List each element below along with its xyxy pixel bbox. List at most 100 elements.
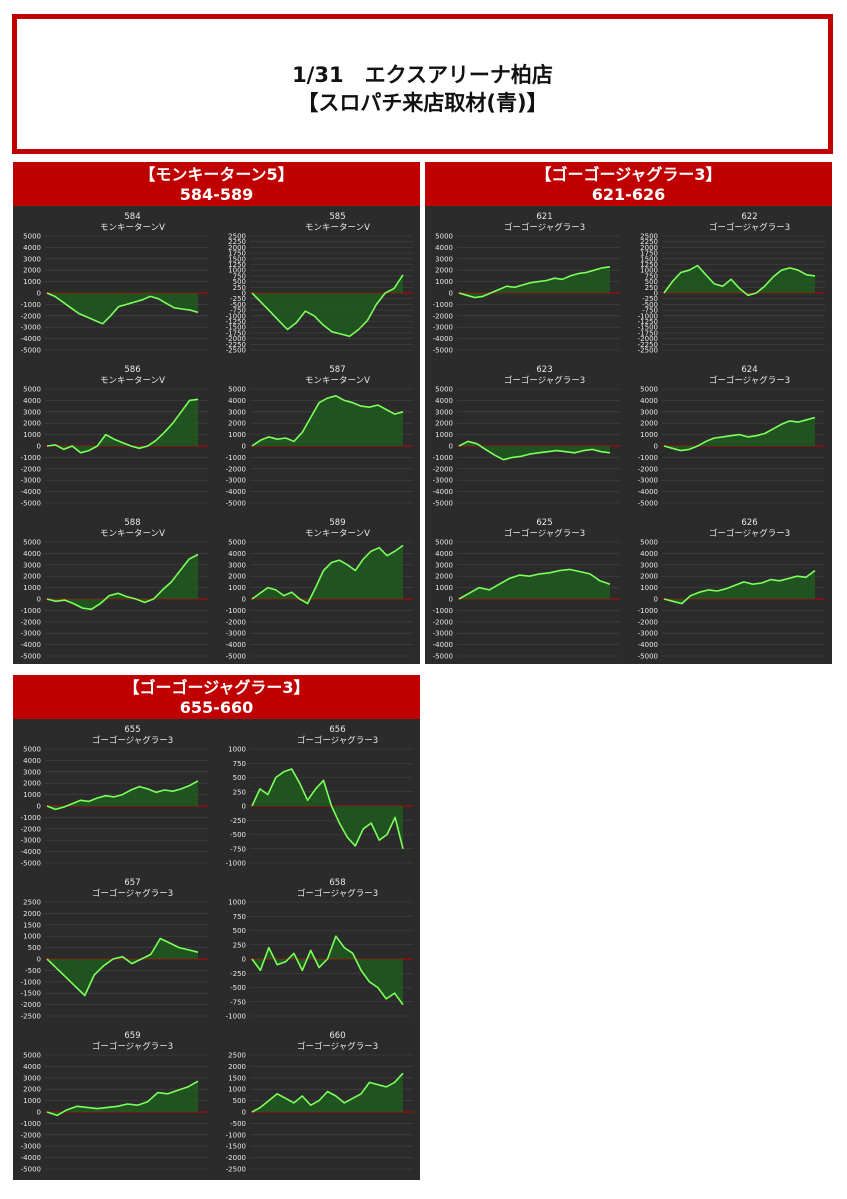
y-tick-label: 1000: [228, 267, 246, 275]
y-tick-label: 1000: [640, 584, 658, 592]
y-tick-label: 3000: [23, 1074, 41, 1082]
y-tick-label: -4000: [21, 488, 41, 496]
y-tick-label: -2000: [21, 618, 41, 626]
y-tick-label: -2000: [21, 1001, 41, 1009]
area-fill: [664, 570, 815, 604]
mini-chart-585: 585モンキーターンV-2500-2250-2000-1750-1500-125…: [226, 212, 413, 355]
area-fill: [664, 417, 815, 451]
y-tick-label: -5000: [226, 500, 246, 508]
y-tick-label: -500: [25, 967, 41, 975]
y-tick-label: 1750: [228, 250, 246, 258]
chart-title: 589: [329, 518, 345, 528]
charts-area: 655ゴーゴージャグラー3-5000-4000-3000-2000-100001…: [21, 725, 413, 1174]
chart-subtitle: モンキーターンV: [100, 529, 165, 539]
y-tick-label: 0: [37, 1109, 41, 1117]
y-tick-label: 0: [37, 290, 41, 298]
series-line: [458, 266, 611, 299]
y-tick-label: -4000: [21, 1154, 41, 1162]
y-tick-label: -1000: [226, 607, 246, 615]
y-tick-label: -1000: [226, 454, 246, 462]
y-tick-label: -2000: [638, 618, 658, 626]
y-tick-label: -2250: [638, 341, 658, 349]
y-tick-label: 1500: [640, 255, 658, 263]
y-tick-label: 1000: [23, 584, 41, 592]
series-line: [251, 544, 404, 605]
y-tick-label: -2000: [638, 465, 658, 473]
series-line: [46, 1080, 199, 1117]
y-tick-label: 5000: [23, 539, 41, 547]
y-tick-label: 1500: [23, 921, 41, 929]
y-tick-label: 2000: [228, 1063, 246, 1071]
area-fill: [252, 769, 403, 849]
y-tick-label: 2000: [23, 1086, 41, 1094]
y-tick-label: -5000: [21, 500, 41, 508]
page-title: 1/31 エクスアリーナ柏店: [292, 63, 553, 87]
y-tick-label: 4000: [23, 244, 41, 252]
series-line: [663, 569, 816, 605]
chart-title: 660: [329, 1031, 345, 1041]
chart-subtitle: モンキーターンV: [305, 223, 370, 233]
y-tick-label: 2000: [23, 420, 41, 428]
y-tick-label: -2500: [226, 1166, 246, 1174]
y-tick-label: -250: [230, 295, 246, 303]
y-tick-label: 1000: [23, 1097, 41, 1105]
y-tick-label: -3000: [21, 477, 41, 485]
y-tick-label: -2000: [21, 465, 41, 473]
y-tick-label: -5000: [21, 653, 41, 661]
y-tick-label: 1000: [23, 278, 41, 286]
y-tick-label: 5000: [23, 233, 41, 241]
chart-title: 621: [536, 212, 552, 222]
y-tick-label: -1000: [21, 978, 41, 986]
y-tick-label: -1250: [226, 318, 246, 326]
mini-chart-622: 622ゴーゴージャグラー3-2500-2250-2000-1750-1500-1…: [638, 212, 825, 355]
chart-subtitle: ゴーゴージャグラー3: [297, 735, 378, 746]
y-tick-label: 4000: [23, 1063, 41, 1071]
y-tick-label: -5000: [433, 347, 453, 355]
y-tick-label: 1000: [23, 791, 41, 799]
y-tick-label: -750: [230, 998, 246, 1006]
y-tick-label: 500: [28, 944, 41, 952]
y-tick-label: -3000: [433, 477, 453, 485]
chart-title: 657: [124, 878, 140, 888]
y-tick-label: 0: [654, 596, 658, 604]
charts-area: 621ゴーゴージャグラー3-5000-4000-3000-2000-100001…: [433, 212, 825, 661]
area-fill: [459, 569, 610, 599]
y-tick-label: 250: [233, 941, 246, 949]
series-line: [46, 292, 199, 325]
chart-title: 623: [536, 365, 552, 375]
y-tick-label: -4000: [21, 641, 41, 649]
chart-title: 659: [124, 1031, 140, 1041]
y-tick-label: 1000: [23, 431, 41, 439]
y-tick-label: -2000: [433, 312, 453, 320]
y-tick-label: 4000: [23, 757, 41, 765]
y-tick-label: -250: [230, 817, 246, 825]
y-tick-label: -750: [642, 307, 658, 315]
y-tick-label: -5000: [638, 500, 658, 508]
panel-header: 【ゴーゴージャグラー3】 655-660: [13, 675, 420, 719]
area-fill: [252, 936, 403, 1005]
y-tick-label: 500: [233, 774, 246, 782]
y-tick-label: 0: [242, 596, 246, 604]
y-tick-label: 1000: [23, 933, 41, 941]
y-tick-label: -250: [230, 970, 246, 978]
area-fill: [47, 293, 198, 324]
chart-subtitle: ゴーゴージャグラー3: [709, 528, 790, 539]
series-line: [663, 264, 816, 297]
panel-gogo-juggler-655: 【ゴーゴージャグラー3】 655-660 655 ゴーゴージャグラー3 -5000-…: [13, 675, 420, 1180]
y-tick-label: -3000: [433, 324, 453, 332]
y-tick-label: 3000: [435, 561, 453, 569]
y-tick-label: 2000: [23, 573, 41, 581]
page-subtitle: 【スロパチ来店取材(青)】: [297, 91, 548, 115]
y-tick-label: 1000: [228, 899, 246, 907]
y-tick-label: 5000: [23, 746, 41, 754]
chart-subtitle: ゴーゴージャグラー3: [709, 375, 790, 386]
y-tick-label: -3000: [226, 630, 246, 638]
y-tick-label: 2000: [435, 573, 453, 581]
y-tick-label: 4000: [640, 397, 658, 405]
series-line: [46, 553, 199, 611]
area-fill: [47, 399, 198, 453]
y-tick-label: -3000: [21, 324, 41, 332]
